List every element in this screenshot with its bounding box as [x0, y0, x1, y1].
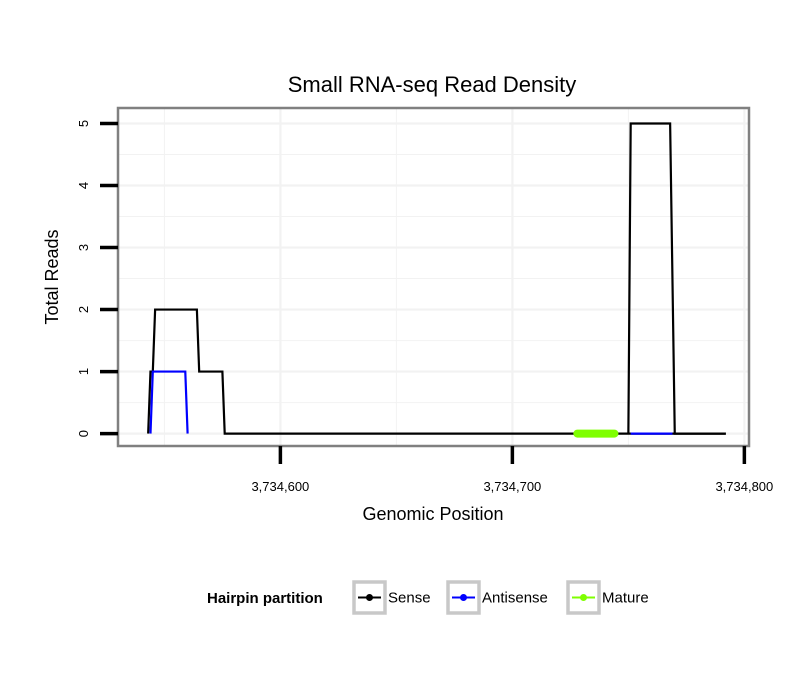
y-tick-label: 1: [76, 368, 91, 375]
x-tick-label: 3,734,700: [483, 479, 541, 494]
y-tick-label: 4: [76, 182, 91, 189]
y-axis: 0 1 2 3 4 5: [76, 120, 118, 437]
legend-label: Antisense: [482, 590, 548, 607]
x-tick-label: 3,734,800: [715, 479, 773, 494]
legend-key-point: [460, 594, 467, 601]
plot-background: [118, 108, 749, 446]
plot-border: [116, 106, 751, 448]
chart-title: Small RNA-seq Read Density: [288, 72, 577, 97]
legend-key-point: [366, 594, 373, 601]
y-tick-label: 2: [76, 306, 91, 313]
series-line-antisense: [149, 370, 189, 434]
legend-label: Sense: [388, 590, 431, 607]
y-tick-label: 5: [76, 120, 91, 127]
x-axis-label: Genomic Position: [362, 504, 503, 524]
legend-key-point: [580, 594, 587, 601]
plot-area: [118, 108, 749, 446]
legend-item-sense: Sense: [352, 580, 431, 615]
x-tick-label: 3,734,600: [251, 479, 309, 494]
legend-item-mature: Mature: [566, 580, 649, 615]
legend-title: Hairpin partition: [207, 590, 323, 607]
legend-item-antisense: Antisense: [446, 580, 548, 615]
legend: Hairpin partition Sense Antisense Mature: [207, 580, 649, 615]
y-tick-label: 0: [76, 430, 91, 437]
series-group: [147, 122, 726, 438]
series-line-sense: [627, 122, 726, 435]
y-axis-label: Total Reads: [42, 229, 62, 324]
y-tick-label: 3: [76, 244, 91, 251]
legend-label: Mature: [602, 590, 649, 607]
x-axis: 3,734,600 3,734,700 3,734,800: [251, 446, 773, 494]
